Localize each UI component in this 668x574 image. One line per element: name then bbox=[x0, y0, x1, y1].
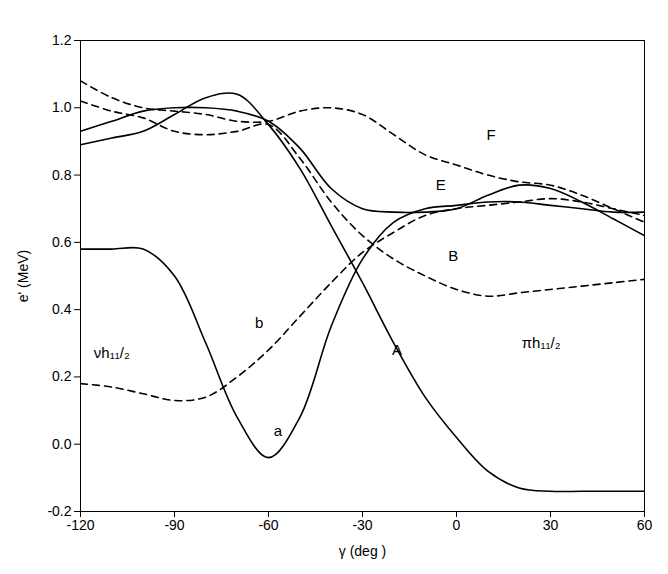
svg-text:νh₁₁/₂: νh₁₁/₂ bbox=[94, 344, 130, 361]
svg-text:0.2: 0.2 bbox=[52, 368, 72, 384]
svg-text:-0.2: -0.2 bbox=[47, 503, 72, 519]
svg-text:B: B bbox=[448, 247, 458, 264]
svg-text:A: A bbox=[392, 341, 402, 358]
svg-text:πh₁₁/₂: πh₁₁/₂ bbox=[522, 334, 561, 351]
svg-text:a: a bbox=[274, 422, 283, 439]
svg-text:F: F bbox=[486, 126, 495, 143]
svg-text:0: 0 bbox=[453, 517, 461, 533]
svg-text:-120: -120 bbox=[66, 517, 94, 533]
svg-text:0.8: 0.8 bbox=[52, 167, 72, 183]
svg-text:0.6: 0.6 bbox=[52, 234, 72, 250]
svg-text:60: 60 bbox=[637, 517, 653, 533]
svg-text:0.0: 0.0 bbox=[52, 436, 72, 452]
svg-text:-90: -90 bbox=[164, 517, 184, 533]
svg-text:b: b bbox=[255, 314, 263, 331]
svg-text:-60: -60 bbox=[258, 517, 278, 533]
svg-text:1.2: 1.2 bbox=[52, 32, 72, 48]
svg-text:E: E bbox=[436, 176, 446, 193]
svg-text:0.4: 0.4 bbox=[52, 301, 72, 317]
svg-text:e' (MeV): e' (MeV) bbox=[15, 250, 31, 302]
svg-text:1.0: 1.0 bbox=[52, 99, 72, 115]
svg-text:-30: -30 bbox=[352, 517, 372, 533]
svg-text:γ (deg ): γ (deg ) bbox=[339, 543, 386, 559]
svg-text:30: 30 bbox=[543, 517, 559, 533]
